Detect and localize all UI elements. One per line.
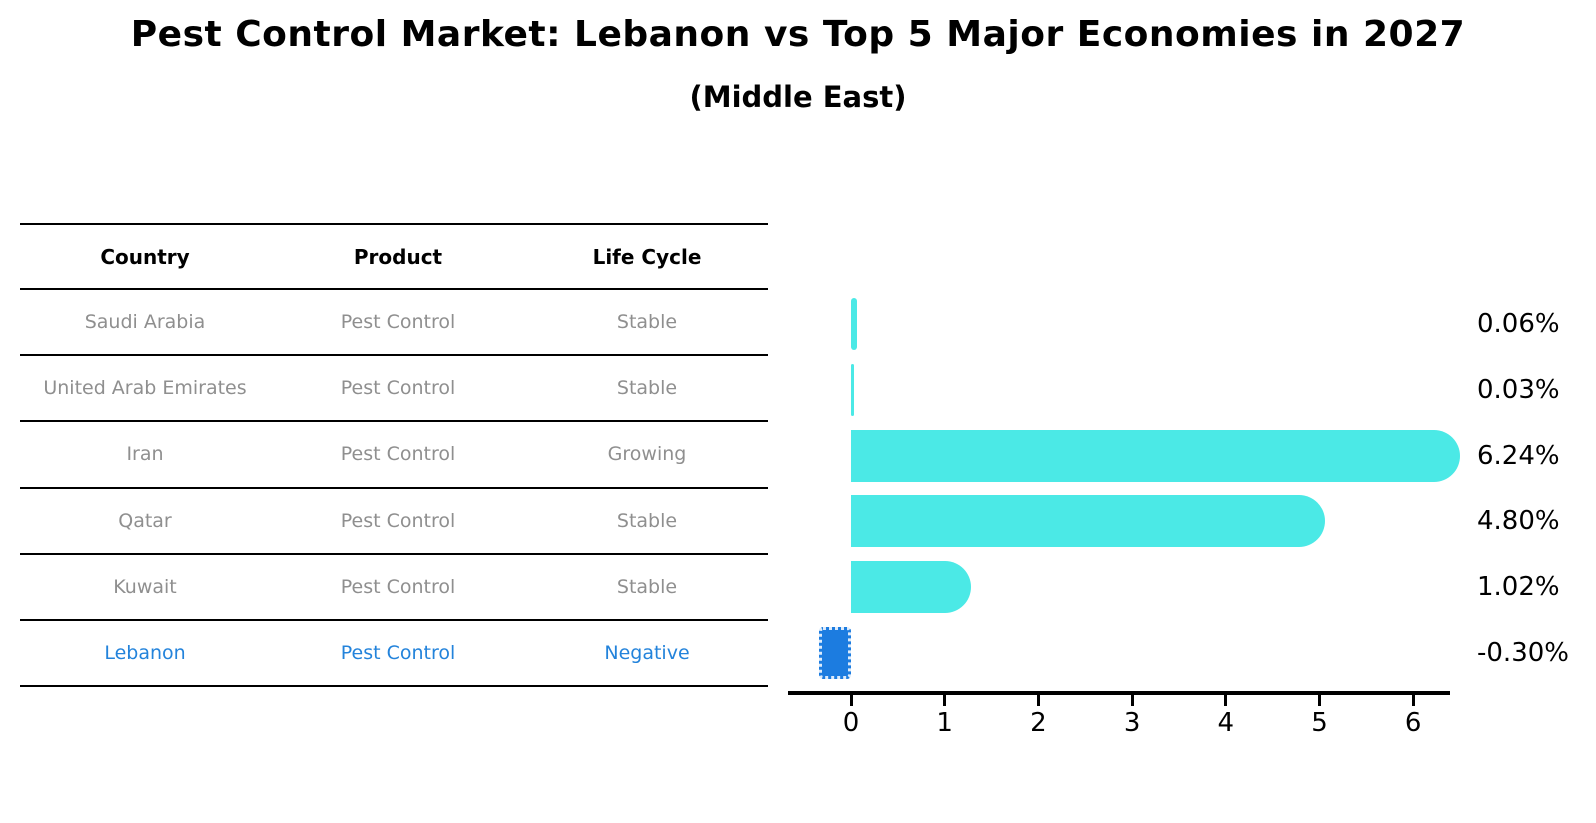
- x-axis-tick: [1224, 694, 1228, 706]
- product-cell: Pest Control: [340, 311, 456, 334]
- x-axis-tick-label: 3: [1123, 708, 1141, 738]
- country-cell: Kuwait: [113, 575, 177, 598]
- product-cell: Pest Control: [340, 509, 456, 532]
- x-axis-tick-label: 2: [1030, 708, 1047, 738]
- x-axis-tick-label: 5: [1311, 708, 1328, 738]
- lifecycle-cell: Negative: [604, 642, 690, 665]
- x-axis-tick-label: 4: [1217, 708, 1235, 738]
- lifecycle-cell: Stable: [616, 509, 678, 532]
- table-row: Kuwait Pest Control Stable: [20, 555, 768, 621]
- bar-saudi-arabia: [851, 298, 857, 350]
- bar-iran: [851, 429, 1460, 482]
- x-axis-tick: [1130, 694, 1134, 706]
- chart-subtitle: (Middle East): [689, 80, 907, 114]
- lifecycle-cell: Growing: [607, 443, 687, 466]
- table-row: Saudi Arabia Pest Control Stable: [20, 290, 768, 357]
- table-row: Lebanon Pest Control Negative: [20, 621, 768, 688]
- x-axis-tick: [1411, 694, 1415, 706]
- table-row: United Arab Emirates Pest Control Stable: [20, 356, 768, 423]
- table-header-lifecycle: Life Cycle: [592, 244, 702, 269]
- product-cell: Pest Control: [340, 377, 456, 400]
- x-axis-tick: [1036, 694, 1040, 706]
- country-cell: Lebanon: [104, 642, 186, 665]
- lifecycle-cell: Stable: [616, 311, 678, 334]
- value-label: 1.02%: [1477, 572, 1560, 603]
- value-label: 0.03%: [1477, 374, 1560, 405]
- table-rows: Saudi Arabia Pest Control Stable United Ara…: [20, 290, 768, 688]
- lifecycle-cell: Stable: [616, 575, 678, 598]
- country-cell: Qatar: [118, 509, 172, 532]
- product-cell: Pest Control: [340, 443, 456, 466]
- table-row: Iran Pest Control Growing: [20, 422, 768, 489]
- bar-united-arab-emirates: [851, 363, 854, 416]
- bar-qatar: [851, 495, 1325, 548]
- bar-kuwait: [851, 561, 971, 614]
- country-cell: Iran: [126, 443, 164, 466]
- chart-title: Pest Control Market: Lebanon vs Top 5 Ma…: [130, 14, 1466, 55]
- country-cell: United Arab Emirates: [43, 377, 247, 400]
- table-header-row: Country Product Life Cycle: [20, 223, 768, 290]
- country-cell: Saudi Arabia: [84, 311, 206, 334]
- table-row: Qatar Pest Control Stable: [20, 489, 768, 555]
- x-axis-tick-label: 6: [1404, 708, 1422, 738]
- value-label: -0.30%: [1477, 638, 1569, 668]
- value-label: 4.80%: [1477, 506, 1560, 537]
- x-axis-tick: [943, 694, 947, 706]
- x-axis-tick: [849, 694, 853, 706]
- lifecycle-cell: Stable: [616, 377, 678, 400]
- product-cell: Pest Control: [340, 575, 456, 598]
- x-axis-tick: [1318, 694, 1321, 706]
- value-label: 0.06%: [1477, 309, 1560, 339]
- x-axis-tick-label: 0: [842, 708, 860, 738]
- product-cell: Pest Control: [340, 642, 456, 665]
- x-axis-line: [788, 691, 1450, 695]
- bar-lebanon: [818, 627, 851, 679]
- table-header-country: Country: [100, 244, 190, 269]
- value-label: 6.24%: [1477, 440, 1560, 471]
- x-axis-tick-label: 1: [936, 708, 953, 738]
- table-header-product: Product: [353, 244, 443, 269]
- country-table: Country Product Life Cycle Saudi Arabia P…: [20, 223, 768, 688]
